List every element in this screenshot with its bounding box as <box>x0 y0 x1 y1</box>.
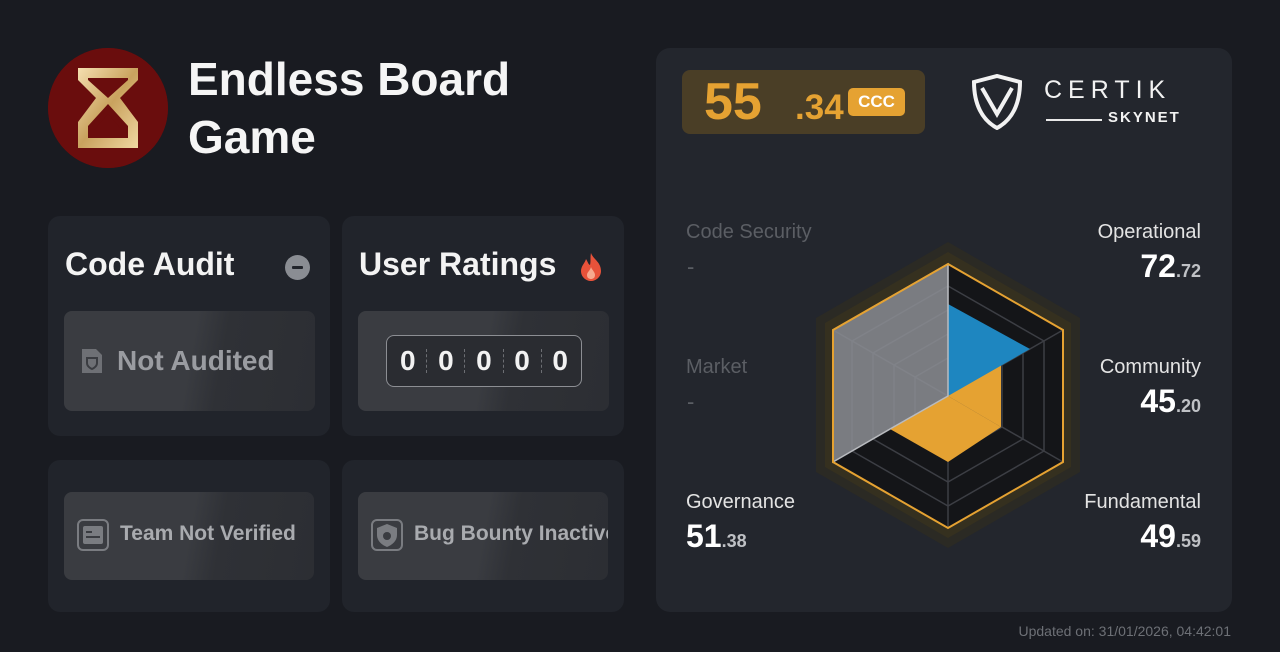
counter-digit: 0 <box>399 345 416 376</box>
metric-value-market: - <box>687 389 695 414</box>
shield-bug-icon <box>371 519 403 551</box>
bug-bounty-status-text: Bug Bounty Inactive <box>414 522 608 545</box>
ratings-box: 0 0 0 0 0 <box>358 311 609 411</box>
security-score-panel: 55 .34 CCC CERTIK SKYNET Code Security -… <box>656 48 1232 612</box>
score-radar-chart <box>816 242 1080 548</box>
score-grade-badge: CCC <box>848 88 905 116</box>
bug-bounty-status-box: Bug Bounty Inactive <box>358 492 608 580</box>
metric-int: 45 <box>1140 383 1176 419</box>
metric-int: 51 <box>686 518 722 554</box>
score-integer: 55 <box>704 73 762 131</box>
brand-name: CERTIK <box>1044 76 1172 104</box>
metric-int: 72 <box>1140 248 1176 284</box>
counter-digit: 0 <box>514 345 530 376</box>
audit-status-box: Not Audited <box>64 311 315 411</box>
project-title: Endless Board Game <box>188 53 511 163</box>
fire-icon <box>581 253 601 281</box>
code-audit-title: Code Audit <box>65 246 235 282</box>
document-shield-icon <box>82 349 102 373</box>
metric-label-code-security: Code Security <box>686 221 812 243</box>
metric-dec: .38 <box>721 531 747 551</box>
metric-label-market: Market <box>686 356 748 378</box>
metric-label-operational: Operational <box>1097 221 1201 243</box>
user-ratings-card[interactable]: User Ratings 0 0 0 0 0 <box>342 216 624 436</box>
metric-dec: .59 <box>1175 531 1201 551</box>
counter-separator <box>426 349 428 373</box>
metric-value-operational: 72.72 <box>1140 248 1201 285</box>
metric-int: 49 <box>1140 518 1176 554</box>
counter-separator <box>540 349 542 373</box>
brand-divider <box>1046 119 1102 121</box>
counter-digit: 0 <box>552 345 568 376</box>
team-status-box: Team Not Verified <box>64 492 314 580</box>
id-card-icon <box>77 519 109 551</box>
metric-value-governance: 51.38 <box>686 518 747 555</box>
metric-value-fundamental: 49.59 <box>1140 518 1201 555</box>
certik-logo-icon <box>971 74 1023 130</box>
updated-timestamp: Updated on: 31/01/2026, 04:42:01 <box>1018 623 1231 639</box>
counter-separator <box>464 349 466 373</box>
metric-value-code-security: - <box>687 254 695 279</box>
project-logo <box>48 48 168 168</box>
metric-dec: .20 <box>1175 396 1201 416</box>
audit-status-text: Not Audited <box>117 345 275 376</box>
metric-dec: .72 <box>1175 261 1201 281</box>
metric-label-community: Community <box>1099 356 1201 378</box>
hourglass-logo-icon <box>48 48 168 168</box>
counter-digit: 0 <box>438 345 454 376</box>
radar-segment-fundamental <box>890 396 1001 462</box>
score-decimal: .34 <box>795 88 844 127</box>
metric-label-governance: Governance <box>686 491 795 513</box>
code-audit-card[interactable]: Code Audit Not Audited <box>48 216 330 436</box>
metric-label-fundamental: Fundamental <box>1084 491 1201 513</box>
overall-score-box: 55 .34 CCC <box>682 70 925 134</box>
counter-digit: 0 <box>476 345 492 376</box>
counter-separator <box>502 349 504 373</box>
radar-outline <box>832 262 1064 530</box>
ratings-counter: 0 0 0 0 0 <box>386 335 582 387</box>
metric-value-community: 45.20 <box>1140 383 1201 420</box>
minus-circle-icon <box>285 255 310 280</box>
user-ratings-title: User Ratings <box>359 246 557 282</box>
bug-bounty-card[interactable]: Bug Bounty Inactive <box>342 460 624 612</box>
team-status-text: Team Not Verified <box>120 522 296 545</box>
radar-segment-operational <box>948 304 1030 396</box>
brand-subtitle: SKYNET <box>1108 109 1181 126</box>
team-card[interactable]: Team Not Verified <box>48 460 330 612</box>
